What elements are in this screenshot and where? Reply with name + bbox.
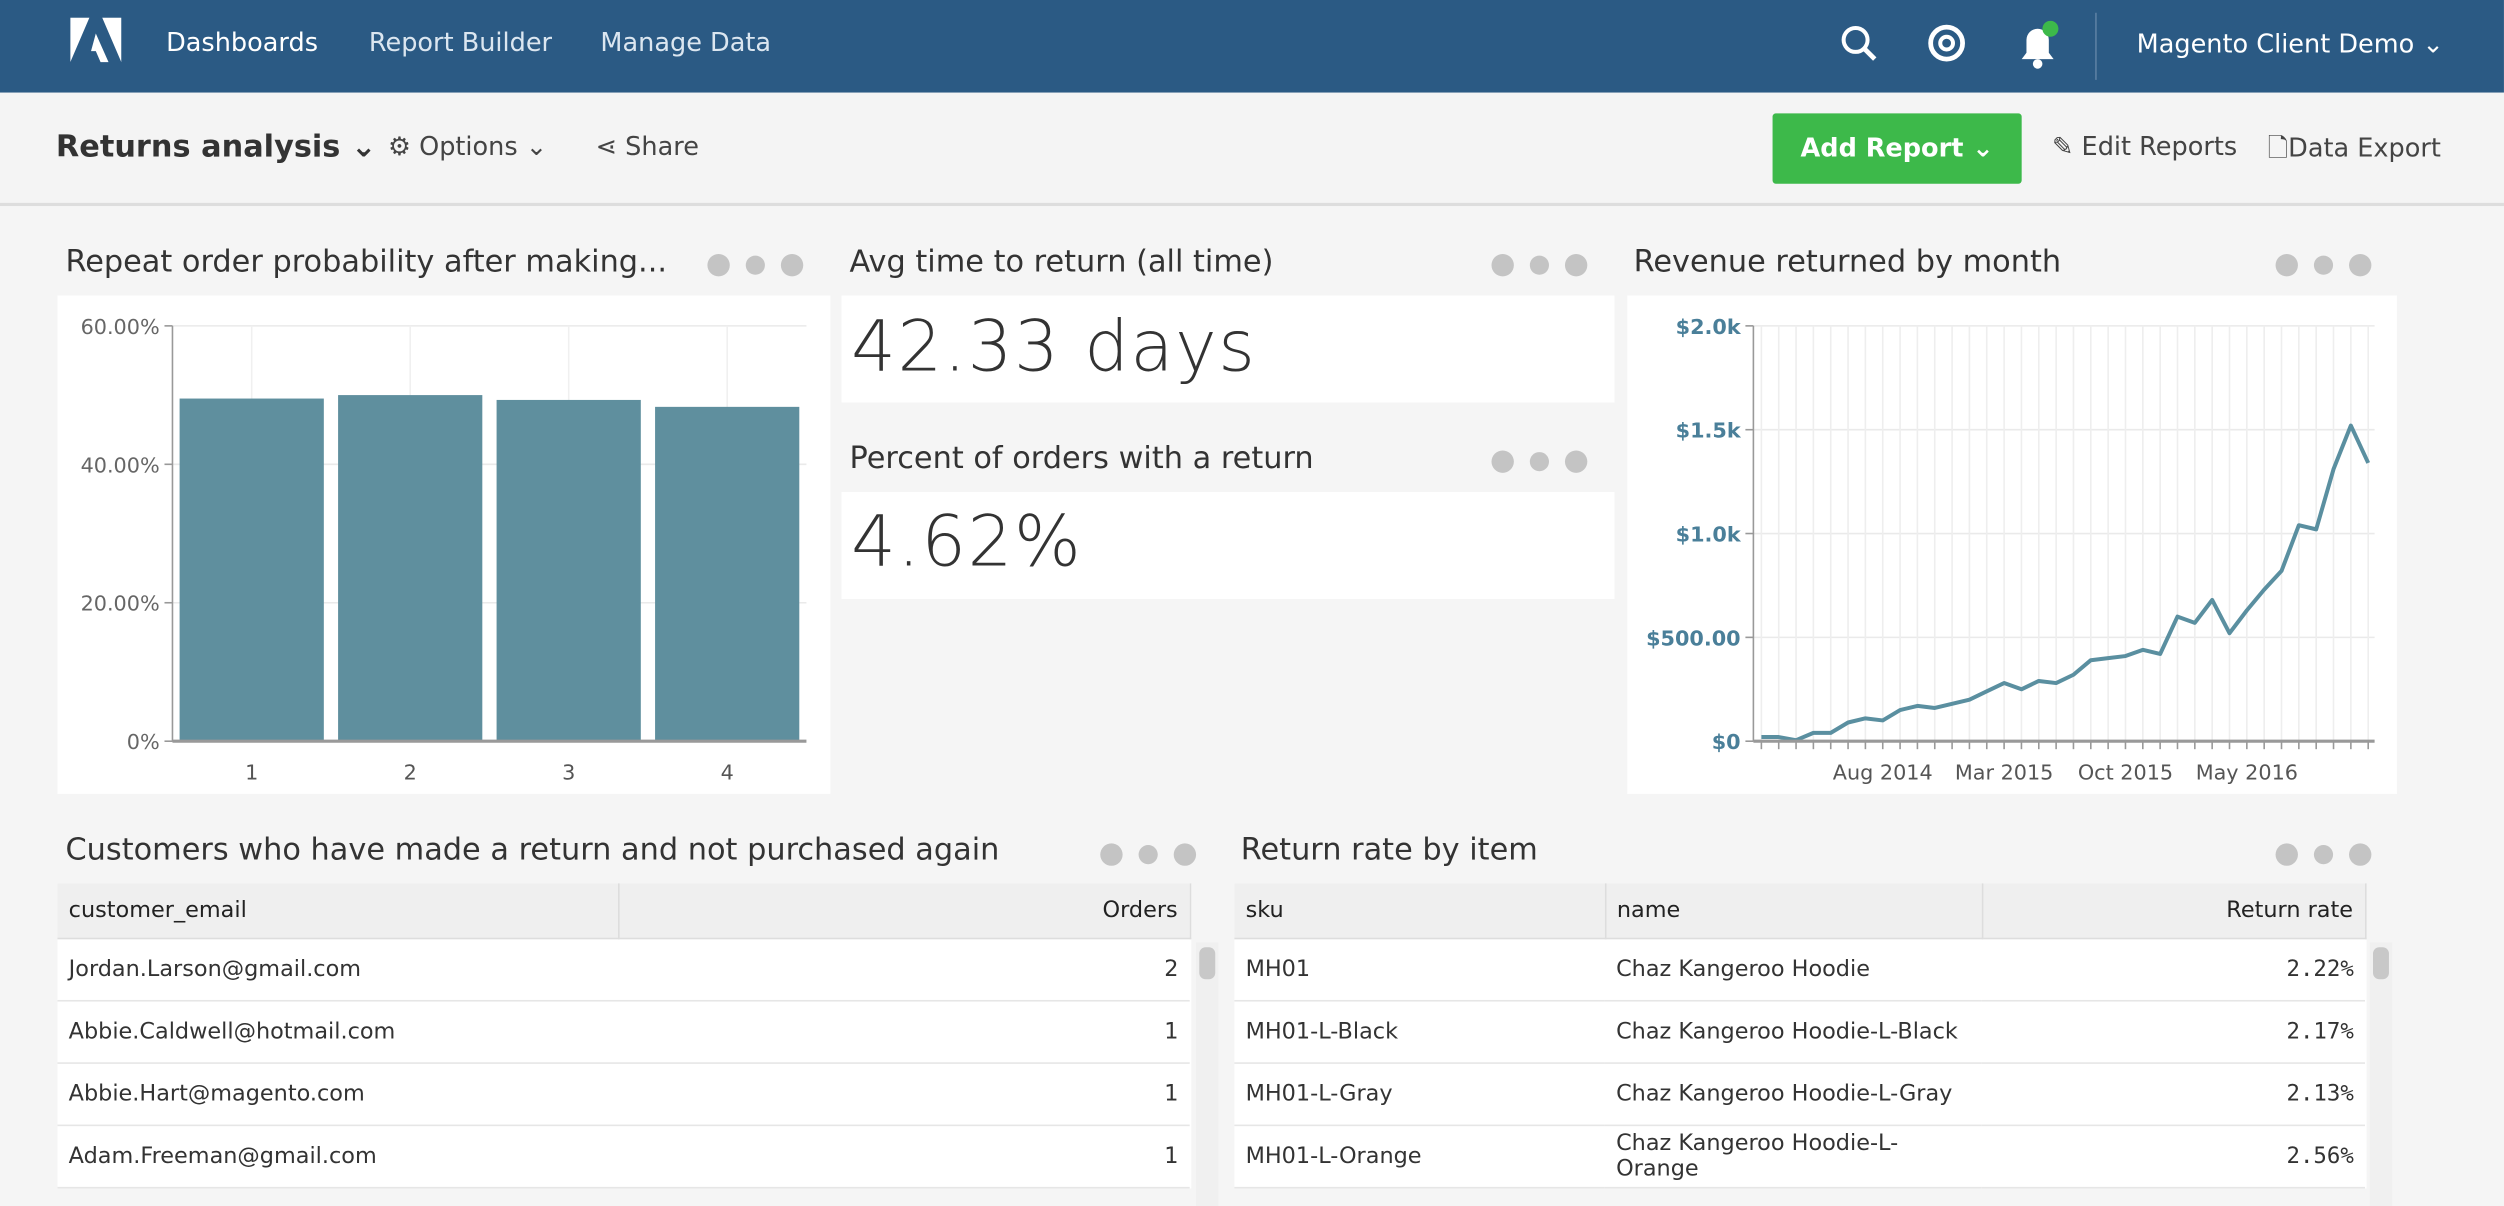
panel: [841, 295, 1615, 403]
settings-icon: [2349, 253, 2372, 277]
dashboard-menu[interactable]: Returns analysis ⌄: [55, 129, 377, 165]
widget-title: Return rate by item: [1240, 832, 1538, 868]
info-icon: [1100, 843, 1123, 866]
table-cell: 2: [618, 938, 1190, 1002]
debug-icon: [1529, 255, 1549, 275]
table-cell: Abbie.Hart@magento.com: [57, 1063, 619, 1127]
customers-table: customer_email Orders Jordan.Larson@gmail.…: [57, 883, 1191, 1189]
settings-icon: [1564, 253, 1588, 277]
logo[interactable]: [70, 17, 122, 63]
panel: [1627, 295, 2397, 794]
edit-reports-button[interactable]: ✎ Edit Reports: [2052, 130, 2238, 162]
panel: [841, 491, 1615, 600]
table-cell: MH01-L-Gray: [1234, 1063, 1605, 1127]
debug-icon: [745, 255, 765, 275]
settings-icon: [780, 253, 804, 277]
debug-icon: [2313, 845, 2334, 865]
column-header[interactable]: sku: [1234, 883, 1606, 940]
options-menu[interactable]: ⚙ Options ⌄: [388, 130, 548, 162]
widget-title: Customers who have made a return and not…: [65, 832, 1000, 868]
table-cell: 1: [618, 1000, 1190, 1064]
column-header[interactable]: customer_email: [57, 883, 619, 940]
data-export-label: Data Export: [2288, 132, 2441, 163]
table-row: MH01 Chaz Kangeroo Hoodie 2.22%: [1234, 938, 2366, 1002]
table-cell: Abbie.Caldwell@hotmail.com: [57, 1000, 619, 1064]
column-header[interactable]: Return rate: [1981, 883, 2366, 940]
table-row: MH01-L-Orange Chaz Kangeroo Hoodie-L-Oran…: [1234, 1125, 2366, 1189]
data-export-button[interactable]: 🗋Data Export: [2267, 132, 2441, 163]
table-row: Adam.Freeman@gmail.com 1: [57, 1125, 1190, 1189]
table-cell: MH01: [1234, 938, 1605, 1002]
table-cell: Chaz Kangeroo Hoodie: [1604, 938, 1982, 1002]
info-icon: [2275, 843, 2298, 866]
nav-manage-data[interactable]: Manage Data: [600, 27, 772, 58]
account-name: Magento Client Demo: [2136, 28, 2415, 60]
debug-icon: [2313, 255, 2334, 275]
scrollbar[interactable]: [1196, 942, 1219, 1206]
widget-title: Repeat order probability after making...: [65, 244, 668, 280]
settings-icon: [2349, 843, 2372, 866]
scrollbar[interactable]: [2369, 942, 2393, 1206]
header-icons[interactable]: [1836, 20, 2076, 72]
table-cell: MH01-L-Black: [1234, 1000, 1605, 1064]
table-row: MH01-L-Black Chaz Kangeroo Hoodie-L-Black…: [1234, 1000, 2366, 1064]
return-rate-table: sku name Return rate MH01 Chaz Kangeroo Hood…: [1234, 883, 2366, 1189]
table-cell: Chaz Kangeroo Hoodie-L-Black: [1604, 1000, 1982, 1064]
header-row: sku name Return rate: [1234, 883, 2366, 940]
table-cell: 2.17%: [1981, 1000, 2366, 1064]
table-row: MH01-L-Gray Chaz Kangeroo Hoodie-L-Gray 2.…: [1234, 1063, 2366, 1127]
nav-report-builder[interactable]: Report Builder: [368, 27, 553, 58]
share-label: Share: [625, 130, 699, 162]
nav-dashboards[interactable]: Dashboards: [166, 27, 319, 58]
table-cell: Adam.Freeman@gmail.com: [57, 1125, 619, 1189]
widget-title: Revenue returned by month: [1633, 244, 2062, 280]
info-icon: [707, 253, 730, 277]
table-cell: Chaz Kangeroo Hoodie-L-Gray: [1604, 1063, 1982, 1127]
dashboard-name: Returns analysis: [55, 129, 341, 165]
info-icon: [1491, 450, 1514, 473]
info-icon: [1491, 253, 1514, 277]
panel: [57, 295, 831, 794]
settings-icon: [1173, 843, 1197, 866]
info-icon: [2275, 253, 2298, 277]
kpi-value: 4.62%: [851, 501, 1083, 584]
table-cell: 2.56%: [1981, 1125, 2366, 1189]
debug-icon: [1138, 845, 1158, 865]
table-row: Abbie.Caldwell@hotmail.com 1: [57, 1000, 1190, 1064]
table-row: Abbie.Hart@magento.com 1: [57, 1063, 1190, 1127]
account-menu[interactable]: Magento Client Demo ⌄: [2136, 28, 2444, 60]
table-cell: 2.22%: [1981, 938, 2366, 1002]
options-label: Options: [419, 130, 518, 162]
toolbar: Returns analysis ⌄ ⚙ Options ⌄ ⋖ Share A…: [0, 92, 2504, 207]
table-row: Jordan.Larson@gmail.com 2: [57, 938, 1190, 1002]
table-cell: 2.13%: [1981, 1063, 2366, 1127]
table-cell: MH01-L-Orange: [1234, 1125, 1605, 1189]
table-cell: Jordan.Larson@gmail.com: [57, 938, 619, 1002]
header-row: customer_email Orders: [57, 883, 1191, 940]
debug-icon: [1529, 452, 1549, 472]
column-header[interactable]: Orders: [618, 883, 1191, 940]
kpi-value: 42.33 days: [851, 306, 1257, 389]
widget-title: Percent of orders with a return: [849, 440, 1314, 477]
table-cell: 1: [618, 1063, 1190, 1127]
add-report-label: Add Report: [1800, 132, 1964, 163]
settings-icon: [1564, 450, 1588, 473]
column-header[interactable]: name: [1604, 883, 1983, 940]
widget-title: Avg time to return (all time): [849, 244, 1274, 280]
share-button[interactable]: ⋖ Share: [595, 130, 699, 162]
add-report-button[interactable]: Add Report ⌄: [1772, 113, 2022, 184]
top-bar: Dashboards Report Builder Manage Data Ma…: [0, 0, 2504, 93]
table-cell: Chaz Kangeroo Hoodie-L-Orange: [1604, 1125, 1982, 1189]
edit-reports-label: Edit Reports: [2081, 130, 2238, 162]
table-cell: 1: [618, 1125, 1190, 1189]
